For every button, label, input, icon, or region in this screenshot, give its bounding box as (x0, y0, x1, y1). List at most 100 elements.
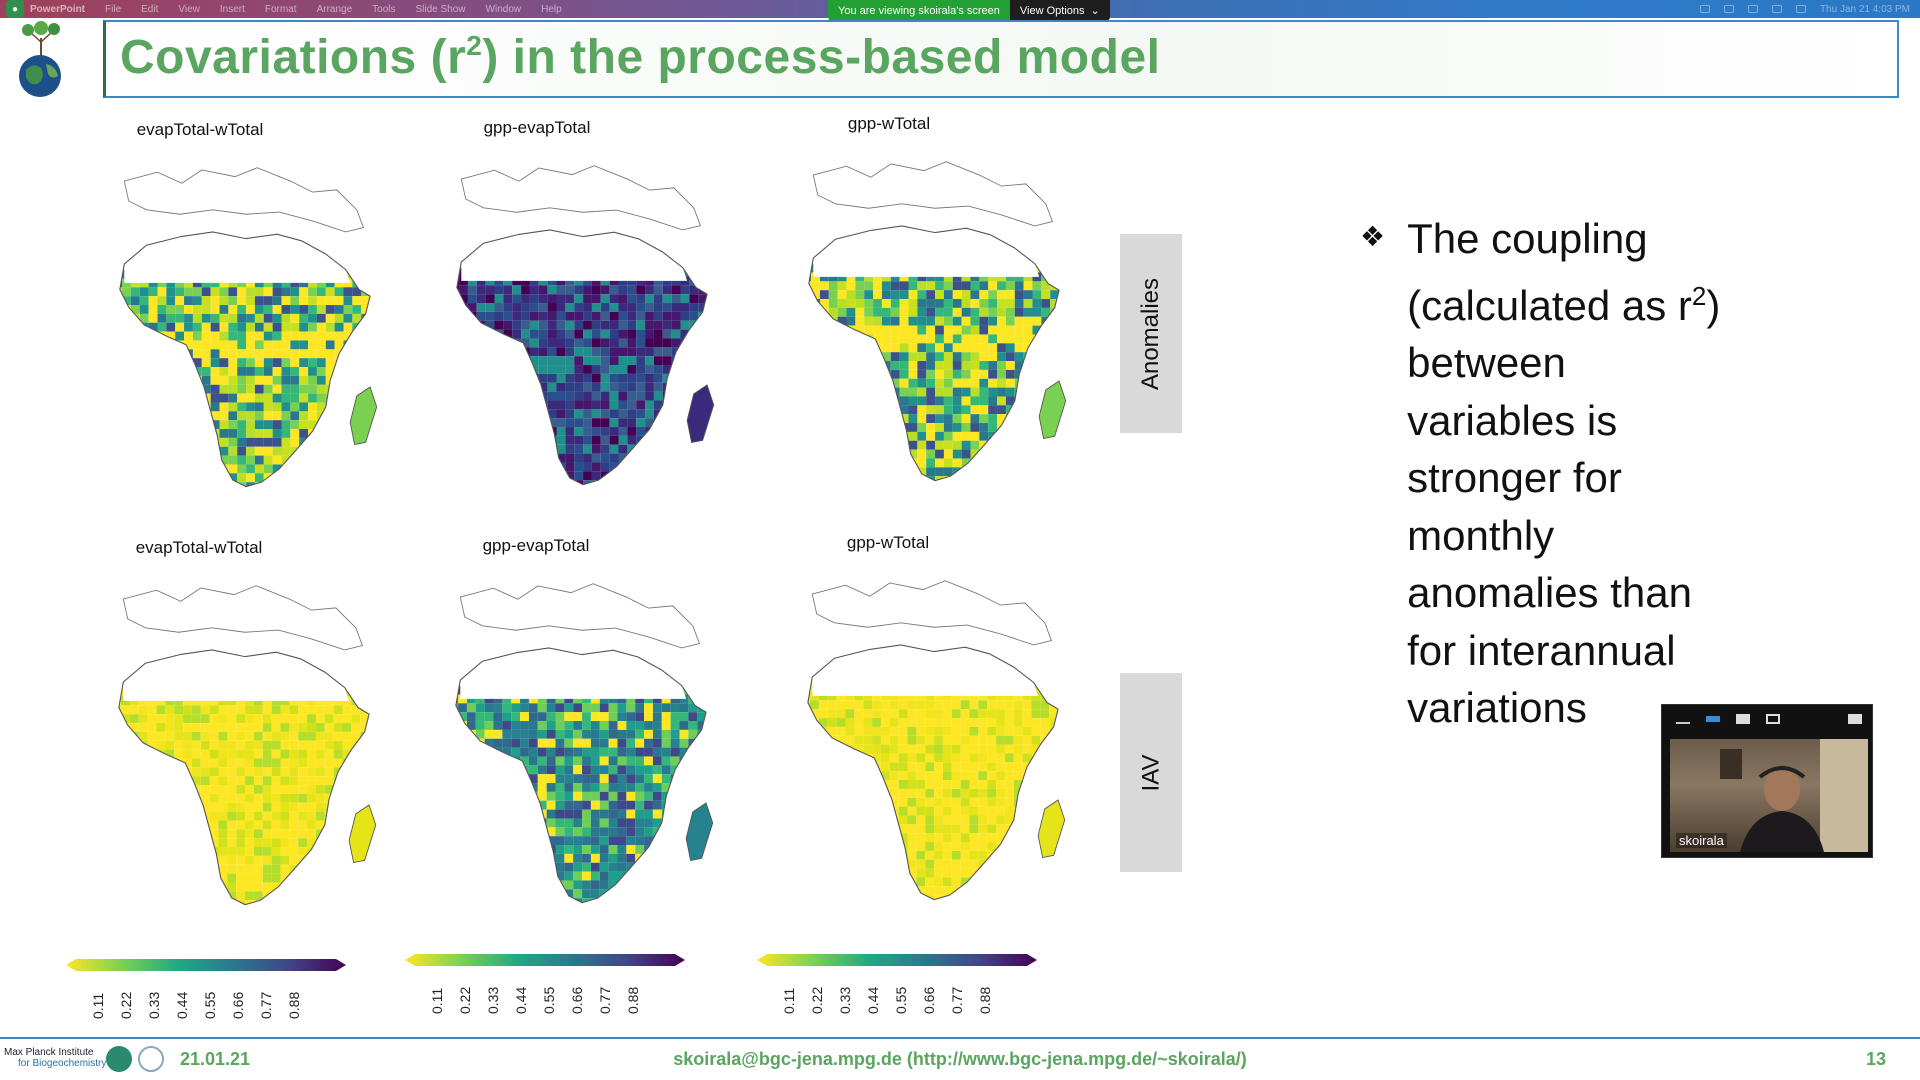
tray-icon[interactable] (1699, 5, 1710, 13)
footer-date: 21.01.21 (180, 1049, 251, 1069)
tray-icon[interactable] (1723, 5, 1734, 13)
panel-title: evapTotal-wTotal (136, 120, 264, 139)
colorbar-tick-label: 0.33 (837, 986, 853, 1014)
footer-divider (0, 1037, 1920, 1039)
colorbar-tick-label: 0.11 (90, 992, 106, 1019)
panel-title: gpp-evapTotal (483, 118, 591, 137)
map-raster (807, 682, 1059, 900)
colorbar-tick-label: 0.66 (569, 986, 585, 1014)
menu-format[interactable]: Format (264, 3, 297, 15)
clock[interactable]: Thu Jan 21 4:03 PM (1819, 3, 1910, 15)
layout-icon[interactable] (1848, 714, 1862, 724)
bullet-text: The coupling (calculated as r2) between … (1407, 210, 1720, 737)
colorbar-gradient (66, 959, 346, 971)
view-options-button[interactable]: View Options ⌄ (1009, 0, 1110, 21)
colorbar-tick-label: 0.66 (921, 986, 937, 1014)
colorbar: 0.11 0.22 0.33 0.44 0.55 0.66 0.77 0.88 (757, 952, 1037, 1027)
colorbar-tick-label: 0.77 (949, 986, 965, 1014)
title-box: Covariations (r2) in the process-based m… (103, 20, 1899, 98)
panel-title: gpp-wTotal (846, 533, 930, 552)
colorbar-tick-label: 0.33 (485, 986, 501, 1014)
menu-edit[interactable]: Edit (141, 3, 159, 15)
slide-footer: Max Planck Institute for Biogeochemistry… (0, 1042, 1920, 1080)
panel-title: evapTotal-wTotal (135, 538, 263, 557)
africa-map (456, 165, 715, 486)
share-notice: You are viewing skoirala's screen (828, 0, 1010, 21)
colorbar-tick-label: 0.11 (429, 987, 445, 1014)
tray-icon[interactable] (1747, 5, 1758, 13)
africa-map (118, 585, 377, 906)
gallery-view-icon[interactable] (1766, 714, 1780, 724)
colorbar-tick-label: 0.88 (286, 991, 302, 1019)
colorbar-gradient (405, 954, 685, 966)
minerva-logo-icon (138, 1046, 164, 1072)
map-panel: gpp-evapTotal (366, 534, 714, 914)
screen-share-bar: You are viewing skoirala's screen View O… (828, 0, 1110, 21)
chevron-down-icon: ⌄ (1090, 5, 1100, 17)
menu-app-name[interactable]: PowerPoint (30, 3, 86, 15)
bullet-point: ❖ The coupling (calculated as r2) betwee… (1360, 210, 1740, 737)
colorbar-ticks: 0.11 0.22 0.33 0.44 0.55 0.66 0.77 0.88 (90, 979, 304, 1019)
colorbar-tick-label: 0.55 (541, 986, 557, 1014)
map-raster (455, 685, 707, 903)
menu-window[interactable]: Window (485, 3, 522, 15)
wifi-icon[interactable] (1771, 5, 1782, 13)
colorbar: 0.11 0.22 0.33 0.44 0.55 0.66 0.77 0.88 (405, 952, 685, 1027)
colorbar-ticks: 0.11 0.22 0.33 0.44 0.55 0.66 0.77 0.88 (429, 974, 643, 1014)
colorbar-tick-label: 0.44 (174, 991, 190, 1019)
video-toolbar (1662, 705, 1872, 733)
colorbar-tick-label: 0.66 (230, 991, 246, 1019)
colorbar-tick-label: 0.55 (202, 991, 218, 1019)
participant-name: skoirala (1676, 833, 1727, 848)
row-label-text: Anomalies (1137, 277, 1164, 390)
bullet-line: between (1407, 339, 1566, 386)
map-panel: gpp-wTotal (719, 112, 1067, 492)
person-silhouette-icon (1720, 739, 1868, 852)
video-tile[interactable]: skoirala (1661, 704, 1873, 858)
page-number: 13 (1865, 1049, 1886, 1069)
colorbar-tick-label: 0.77 (258, 991, 274, 1019)
bullet-line: variations (1407, 684, 1587, 731)
menu-insert[interactable]: Insert (219, 3, 245, 15)
row-label-anomalies: Anomalies (1120, 234, 1182, 433)
colorbar-tick-label: 0.44 (865, 986, 881, 1014)
bullet-line: monthly (1407, 511, 1555, 559)
colorbar-tick-label: 0.88 (977, 986, 993, 1014)
africa-map (808, 161, 1067, 482)
diamond-bullet-icon: ❖ (1360, 221, 1386, 252)
menu-help[interactable]: Help (541, 3, 562, 15)
map-panel: gpp-evapTotal (367, 116, 715, 496)
system-tray: Thu Jan 21 4:03 PM (1699, 0, 1910, 18)
colorbar-tick-label: 0.22 (809, 986, 825, 1014)
speaker-view-icon[interactable] (1736, 714, 1750, 724)
colorbar-tick-label: 0.33 (146, 991, 162, 1019)
menu-file[interactable]: File (105, 3, 122, 15)
footer-contact: skoirala@bgc-jena.mpg.de (http://www.bgc… (673, 1049, 1247, 1069)
institute-logo-text: Max Planck Institute for Biogeochemistry (4, 1047, 107, 1069)
bullet-line: variables is (1407, 396, 1618, 444)
menu-arrange[interactable]: Arrange (316, 3, 353, 15)
colorbar-tick-label: 0.44 (513, 986, 529, 1014)
panel-title: gpp-evapTotal (482, 536, 590, 555)
map-raster (119, 269, 371, 487)
colorbar-tick-label: 0.11 (781, 987, 797, 1014)
menu-view[interactable]: View (178, 3, 200, 15)
strip-view-icon[interactable] (1706, 716, 1720, 722)
minimize-icon[interactable] (1676, 714, 1690, 724)
row-label-text: IAV (1137, 754, 1164, 791)
map-panel: evapTotal-wTotal (29, 536, 377, 916)
map-panel: evapTotal-wTotal (30, 118, 378, 498)
bullet-line: The coupling (1407, 215, 1648, 262)
map-raster (118, 687, 370, 905)
battery-icon[interactable] (1795, 5, 1806, 13)
colorbar-gradient (757, 954, 1037, 966)
colorbar-tick-label: 0.88 (625, 986, 641, 1014)
institute-logo-icon (106, 1046, 132, 1072)
bullet-line: stronger for (1407, 454, 1622, 501)
app-icon[interactable]: ● (6, 0, 24, 18)
menu-slide-show[interactable]: Slide Show (415, 3, 466, 15)
row-label-iav: IAV (1120, 673, 1182, 872)
bullet-line: (calculated as r2) (1407, 280, 1721, 329)
colorbar: 0.11 0.22 0.33 0.44 0.55 0.66 0.77 0.88 (66, 957, 346, 1032)
menu-tools[interactable]: Tools (372, 3, 396, 15)
